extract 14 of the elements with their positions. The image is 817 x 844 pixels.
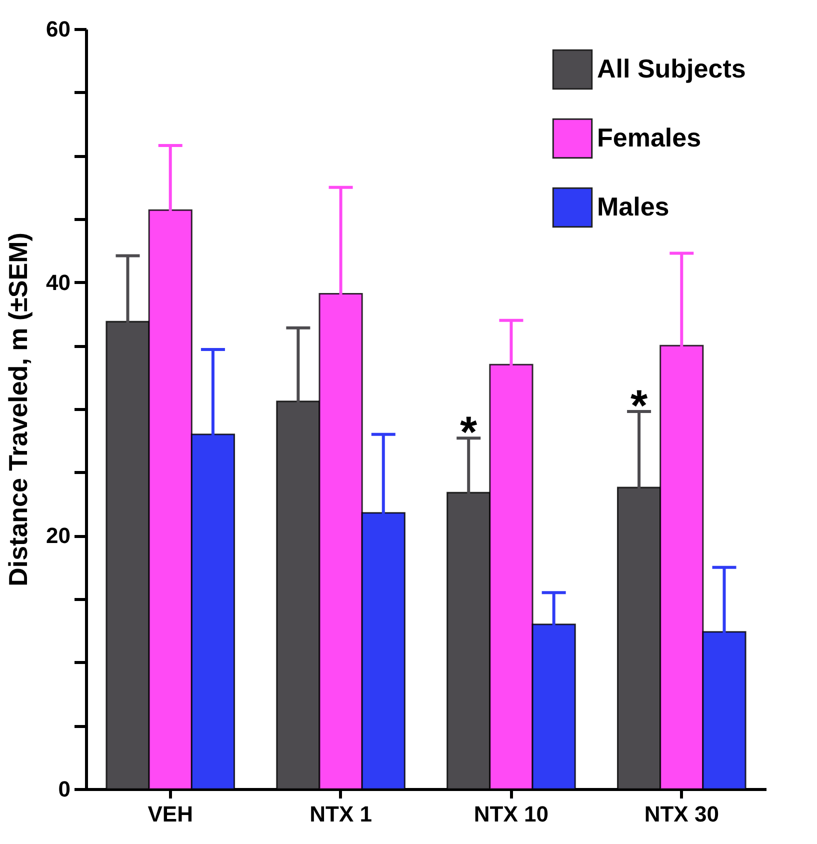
- y-tick-label: 60: [46, 16, 70, 42]
- y-axis-title: Distance Traveled, m (±SEM): [3, 232, 34, 586]
- y-tick-label: 0: [58, 776, 70, 802]
- y-tick-label: 40: [46, 270, 70, 295]
- legend-label: All Subjects: [597, 54, 746, 84]
- y-tick-label: 20: [46, 523, 70, 548]
- x-tick-label: VEH: [148, 802, 193, 826]
- x-tick-label: NTX 1: [310, 802, 372, 826]
- x-tick-label: NTX 30: [644, 802, 719, 826]
- data-label: *: [460, 408, 478, 458]
- legend-label: Females: [597, 122, 702, 152]
- legend-label: Males: [597, 192, 670, 222]
- data-label: *: [630, 382, 648, 431]
- x-tick-label: NTX 10: [474, 802, 549, 826]
